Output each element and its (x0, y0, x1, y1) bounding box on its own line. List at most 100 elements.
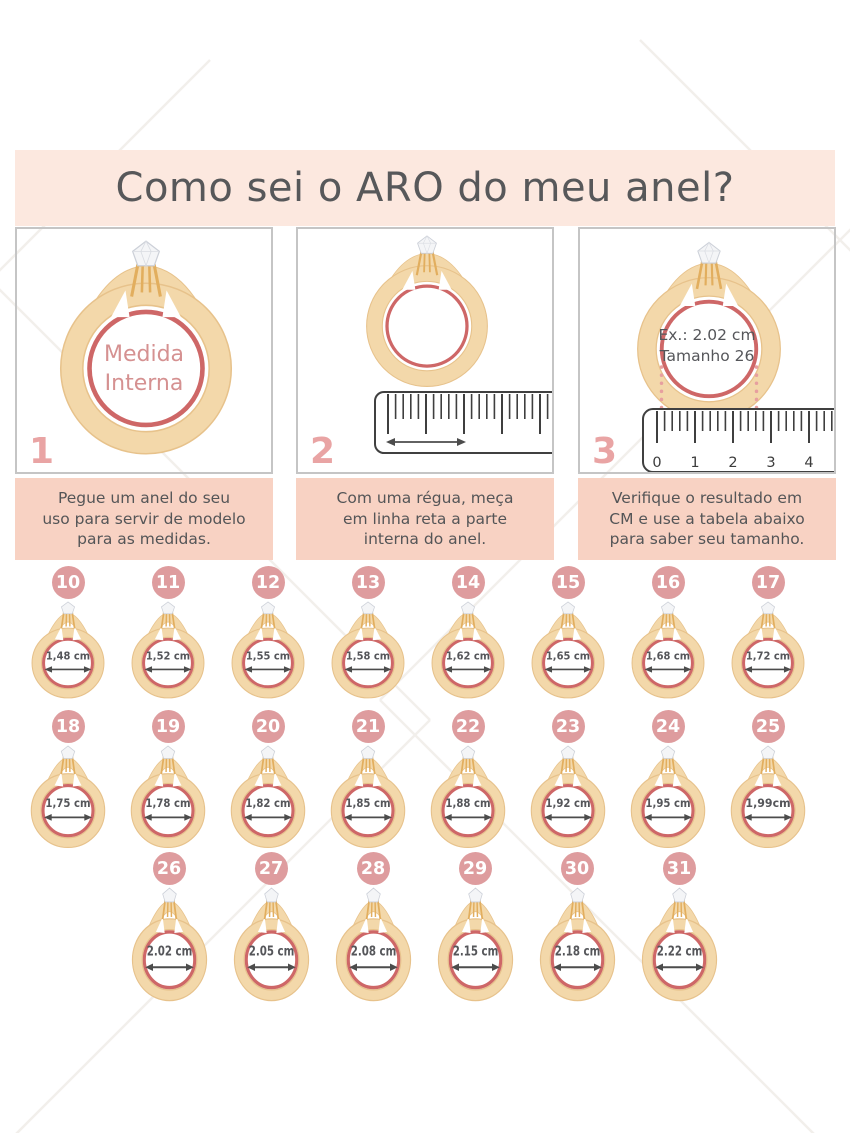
example-measure-label: Ex.: 2.02 cm Tamanho 26 (658, 326, 756, 365)
size-cell: 21 1,85 cm (318, 710, 418, 855)
size-badge: 21 (351, 710, 385, 743)
size-badge: 25 (751, 710, 785, 743)
caption-box-2: Com uma régua, meça em linha reta a part… (296, 478, 554, 560)
ring-icon: 2.05 cm (223, 887, 320, 1009)
ring-diameter-label: 2.22 cm (656, 944, 702, 959)
ring-icon: 1,78 cm (120, 745, 216, 855)
size-badge: 30 (560, 852, 594, 885)
size-badge: 20 (251, 710, 285, 743)
ring-icon: 2.15 cm (427, 887, 524, 1009)
ring-diameter-label: 1,82 cm (245, 796, 290, 810)
size-cell: 14 1,62 cm (418, 566, 518, 705)
ring-icon: 1,92 cm (520, 745, 616, 855)
ring-diameter-label: 2.05 cm (248, 944, 294, 959)
title-banner: Como sei o ARO do meu anel? (15, 150, 835, 226)
ring-icon: 1,75 cm (20, 745, 116, 855)
size-badge: 12 (251, 566, 285, 599)
step-box-1: Medida Interna 1 (15, 227, 273, 474)
ring-icon: 2.18 cm (529, 887, 626, 1009)
step-number-2: 2 (310, 431, 336, 473)
size-cell: 24 1,95 cm (618, 710, 718, 855)
ring-diameter-label: 1,88 cm (445, 796, 490, 810)
ring-diameter-label: 1,95 cm (645, 796, 690, 810)
ring-diameter-label: 1,55 cm (246, 650, 290, 663)
ruler-number: 4 (804, 455, 813, 471)
ring-diameter-label: 1,62 cm (446, 650, 490, 663)
ruler-ticks (656, 411, 833, 443)
ring-icon: 1,65 cm (521, 601, 615, 705)
size-row-3: 26 2.02 cm 27 2.05 cm 28 (118, 852, 730, 1009)
size-cell: 17 1,72 cm (718, 566, 818, 705)
size-badge: 19 (151, 710, 185, 743)
ruler-ticks (387, 394, 549, 434)
size-badge: 11 (151, 566, 185, 599)
size-cell: 16 1,68 cm (618, 566, 718, 705)
ring-icon: 1,62 cm (421, 601, 515, 705)
ring-icon: 1,99cm (720, 745, 816, 855)
step-caption: Pegue um anel do seu uso para servir de … (42, 488, 246, 549)
step-number-3: 3 (592, 431, 618, 473)
size-cell: 23 1,92 cm (518, 710, 618, 855)
step-caption: Com uma régua, meça em linha reta a part… (336, 488, 514, 549)
size-badge: 13 (351, 566, 385, 599)
size-badge: 15 (551, 566, 585, 599)
size-cell: 27 2.05 cm (220, 852, 322, 1009)
size-badge: 22 (451, 710, 485, 743)
ring-diameter-label: 2.08 cm (350, 944, 396, 959)
ring-diameter-label: 1,58 cm (346, 650, 390, 663)
size-badge: 14 (451, 566, 485, 599)
size-badge: 26 (152, 852, 186, 885)
ruler-with-numbers-icon: 0 1 2 3 4 (642, 408, 834, 472)
caption-box-1: Pegue um anel do seu uso para servir de … (15, 478, 273, 560)
size-cell: 29 2.15 cm (424, 852, 526, 1009)
size-cell: 12 1,55 cm (218, 566, 318, 705)
ring-diameter-label: 1,75 cm (45, 796, 90, 810)
step-box-2: 2 (296, 227, 554, 474)
size-badge: 28 (356, 852, 390, 885)
ring-diameter-label: 1,68 cm (646, 650, 690, 663)
size-cell: 11 1,52 cm (118, 566, 218, 705)
ring-diameter-label: 1,85 cm (345, 796, 390, 810)
ring-diameter-label: 1,52 cm (146, 650, 190, 663)
ruler-number: 0 (652, 455, 661, 471)
ring-icon: 1,85 cm (320, 745, 416, 855)
page-title: Como sei o ARO do meu anel? (115, 165, 735, 211)
measurement-guide-dots (659, 365, 759, 411)
ring-diameter-label: 1,65 cm (546, 650, 590, 663)
size-cell: 13 1,58 cm (318, 566, 418, 705)
size-cell: 30 2.18 cm (526, 852, 628, 1009)
ring-icon: 1,72 cm (721, 601, 815, 705)
ring-icon: 1,48 cm (21, 601, 115, 705)
size-badge: 10 (51, 566, 85, 599)
size-cell: 20 1,82 cm (218, 710, 318, 855)
size-badge: 27 (254, 852, 288, 885)
ring-icon: 1,82 cm (220, 745, 316, 855)
size-badge: 29 (458, 852, 492, 885)
ring-diameter-label: 1,48 cm (46, 650, 90, 663)
size-cell: 15 1,65 cm (518, 566, 618, 705)
ruler-number: 2 (728, 455, 737, 471)
size-cell: 28 2.08 cm (322, 852, 424, 1009)
size-cell: 18 1,75 cm (18, 710, 118, 855)
ring-diameter-label: 2.18 cm (554, 944, 600, 959)
ring-diameter-label: 1,99cm (745, 796, 790, 810)
ring-icon: 1,52 cm (121, 601, 215, 705)
ring-icon: 1,68 cm (621, 601, 715, 705)
ring-icon: 1,55 cm (221, 601, 315, 705)
size-cell: 26 2.02 cm (118, 852, 220, 1009)
inner-measure-label: Medida Interna (103, 342, 185, 396)
ring-icon: 1,95 cm (620, 745, 716, 855)
step-caption: Verifique o resultado em CM e use a tabe… (609, 488, 805, 549)
size-cell: 10 1,48 cm (18, 566, 118, 705)
step-box-3: Ex.: 2.02 cm Tamanho 26 0 1 2 3 4 3 (578, 227, 836, 474)
size-badge: 16 (651, 566, 685, 599)
ring-icon: 2.22 cm (631, 887, 728, 1009)
size-badge: 23 (551, 710, 585, 743)
size-cell: 31 2.22 cm (628, 852, 730, 1009)
ring-icon: 1,88 cm (420, 745, 516, 855)
size-cell: 25 1,99cm (718, 710, 818, 855)
ring-icon: 2.08 cm (325, 887, 422, 1009)
ruler-number: 1 (690, 455, 699, 471)
size-badge: 31 (662, 852, 696, 885)
